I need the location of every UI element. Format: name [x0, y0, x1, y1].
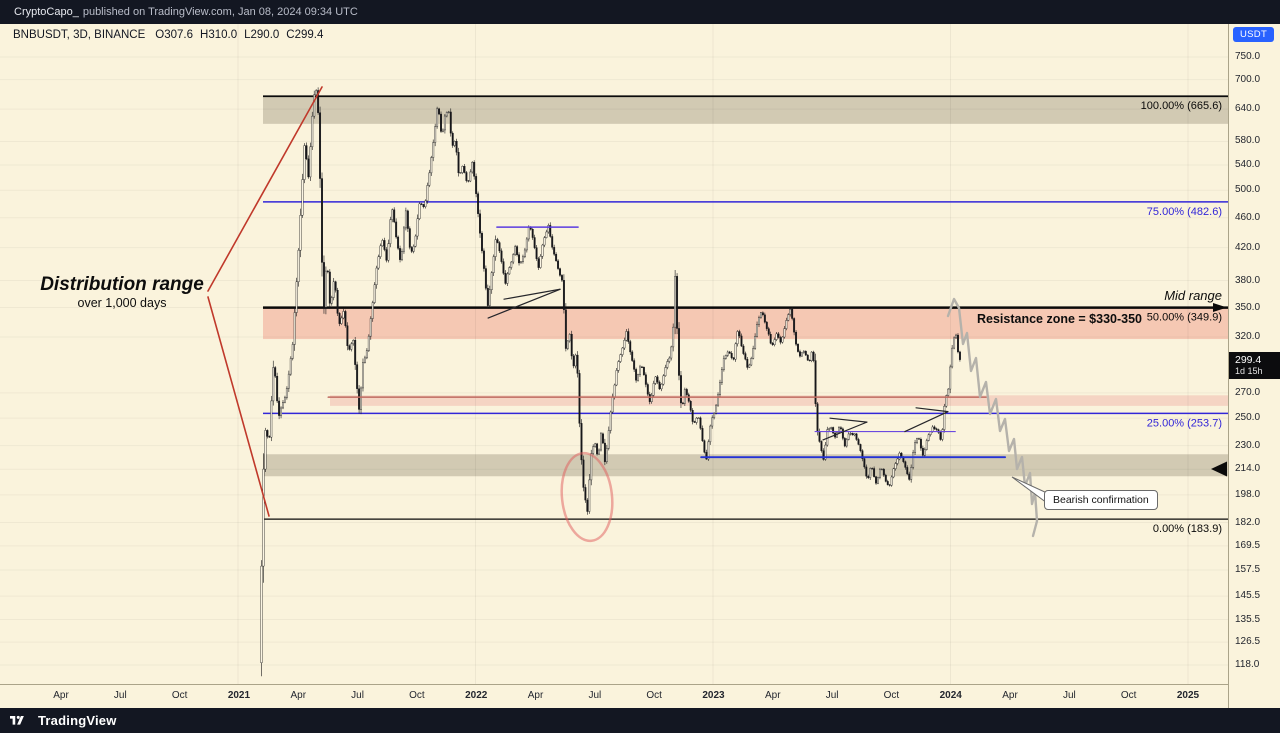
price-tick: 350.0	[1235, 301, 1261, 313]
pennant-2023b-upper	[915, 407, 949, 413]
currency-badge: USDT	[1233, 27, 1275, 42]
time-axis: Apr Jul Oct 2021 Apr Jul Oct 2022 Apr Jul Oct 2023 A…	[0, 684, 1228, 708]
pennant-2023a-upper	[829, 417, 868, 423]
ohlc-high: H310.0	[200, 29, 238, 41]
bearish-confirmation-callout: Bearish confirmation	[1044, 490, 1158, 510]
price-tick: 700.0	[1235, 73, 1261, 85]
fib-label: 0.00% (183.9)	[1153, 523, 1222, 535]
resistance-zone-label: Resistance zone = $330-350	[976, 312, 1142, 326]
time-label-year: 2021	[227, 690, 251, 701]
price-tick: 420.0	[1235, 241, 1261, 253]
time-label-month: Jul	[1062, 690, 1076, 701]
symbol-header: BNBUSDT, 3D, BINANCE O307.6 H310.0 L290.0 C2…	[13, 29, 330, 41]
tradingview-logo[interactable]	[10, 714, 31, 727]
fib-label: 50.00% (349.9)	[1147, 312, 1222, 324]
zone-band	[330, 395, 1228, 406]
capitulation-circle	[560, 451, 614, 543]
price-axis: USDT 750.0 700.0 640.0 580.0 540.0 500.0 460.0…	[1228, 24, 1280, 708]
price-tick: 214.0	[1235, 463, 1261, 475]
ohlc-close: C299.4	[286, 29, 324, 41]
price-chart-canvas: 100.00% (665.6) 75.00% (482.6) 50.00% (349…	[0, 24, 1228, 684]
price-tick: 198.0	[1235, 488, 1261, 500]
price-tick: 145.5	[1235, 590, 1261, 602]
price-tick: 640.0	[1235, 103, 1261, 115]
time-label-month: Jul	[113, 690, 127, 701]
grid-layer	[0, 24, 1228, 684]
candles-layer	[260, 87, 961, 677]
distribution-range-title: Distribution range	[40, 274, 204, 295]
publish-info: published on TradingView.com, Jan 08, 20…	[82, 6, 358, 18]
time-label-month: Apr	[53, 690, 69, 701]
price-tick: 500.0	[1235, 184, 1261, 196]
pennant-2022-upper	[503, 288, 561, 300]
time-label-month: Oct	[883, 690, 900, 701]
last-price-badge: 299.4 1d 15h	[1229, 352, 1280, 379]
zone-band	[263, 454, 1228, 477]
price-tick: 126.5	[1235, 636, 1261, 648]
drawings-layer	[207, 86, 1227, 543]
zone-band	[263, 96, 1228, 124]
time-label-year: 2025	[1176, 690, 1200, 701]
time-label-month: Jul	[351, 690, 364, 701]
fib-lines-layer	[263, 95, 1228, 520]
time-label-month: Jul	[825, 690, 839, 701]
price-tick: 135.5	[1235, 613, 1261, 625]
price-tick: 320.0	[1235, 331, 1261, 342]
time-label-year: 2022	[465, 690, 488, 701]
bar-countdown: 1d 15h	[1235, 366, 1263, 376]
time-label-month: Apr	[290, 690, 307, 701]
fib-label: 25.00% (253.7)	[1147, 417, 1222, 429]
time-label-month: Apr	[1002, 690, 1018, 701]
last-price-value: 299.4	[1235, 354, 1262, 366]
time-label-month: Oct	[171, 690, 188, 701]
fib-label: 75.00% (482.6)	[1147, 206, 1222, 218]
price-tick: 750.0	[1235, 50, 1261, 62]
price-tick: 540.0	[1235, 158, 1261, 170]
footer-bar: TradingView	[0, 708, 1280, 733]
pennant-2023a-lower	[822, 421, 868, 441]
price-tick: 580.0	[1235, 135, 1261, 147]
time-label-year: 2023	[702, 690, 725, 701]
price-tick: 182.0	[1235, 516, 1261, 528]
price-tick: 230.0	[1235, 439, 1261, 451]
ohlc-low: L290.0	[244, 29, 280, 41]
mid-range-label: Mid range	[1164, 288, 1222, 303]
bearish-projection	[946, 297, 1039, 538]
price-tick: 250.0	[1235, 412, 1261, 424]
pennant-2022-lower	[487, 288, 561, 319]
range-low-arrow	[1211, 461, 1227, 477]
price-tick: 118.0	[1235, 658, 1260, 670]
price-tick: 157.5	[1235, 564, 1261, 576]
distribution-range-subtitle: over 1,000 days	[77, 296, 167, 310]
time-label-month: Oct	[409, 690, 425, 701]
price-tick: 169.5	[1235, 539, 1261, 551]
price-tick: 460.0	[1235, 211, 1261, 223]
tradingview-brand-text[interactable]: TradingView	[38, 713, 117, 728]
distribution-range-annotation: Distribution range over 1,000 days	[34, 274, 210, 311]
fib-label: 100.00% (665.6)	[1141, 100, 1222, 112]
time-label-month: Oct	[1120, 690, 1137, 701]
time-label-month: Oct	[646, 690, 662, 701]
distribution-upper-line	[207, 86, 323, 292]
time-label-month: Apr	[527, 690, 544, 701]
midline-arrow	[1213, 303, 1227, 312]
ohlc-open: O307.6	[155, 29, 194, 41]
time-label-year: 2024	[939, 690, 962, 701]
author-name[interactable]: CryptoCapo_	[14, 6, 79, 18]
price-tick: 380.0	[1235, 274, 1261, 286]
symbol-title: BNBUSDT, 3D, BINANCE	[13, 29, 146, 41]
attribution-bar: CryptoCapo_ published on TradingView.com…	[0, 0, 1280, 24]
pennant-2023b-lower	[904, 411, 949, 433]
zone-band	[263, 307, 1228, 340]
distribution-lower-line	[207, 296, 270, 517]
time-label-month: Apr	[765, 690, 781, 701]
price-tick: 270.0	[1235, 386, 1261, 398]
fib-labels-layer: 100.00% (665.6) 75.00% (482.6) 50.00% (349…	[1141, 100, 1222, 535]
zones-layer	[263, 96, 1228, 477]
time-label-month: Jul	[588, 690, 602, 701]
